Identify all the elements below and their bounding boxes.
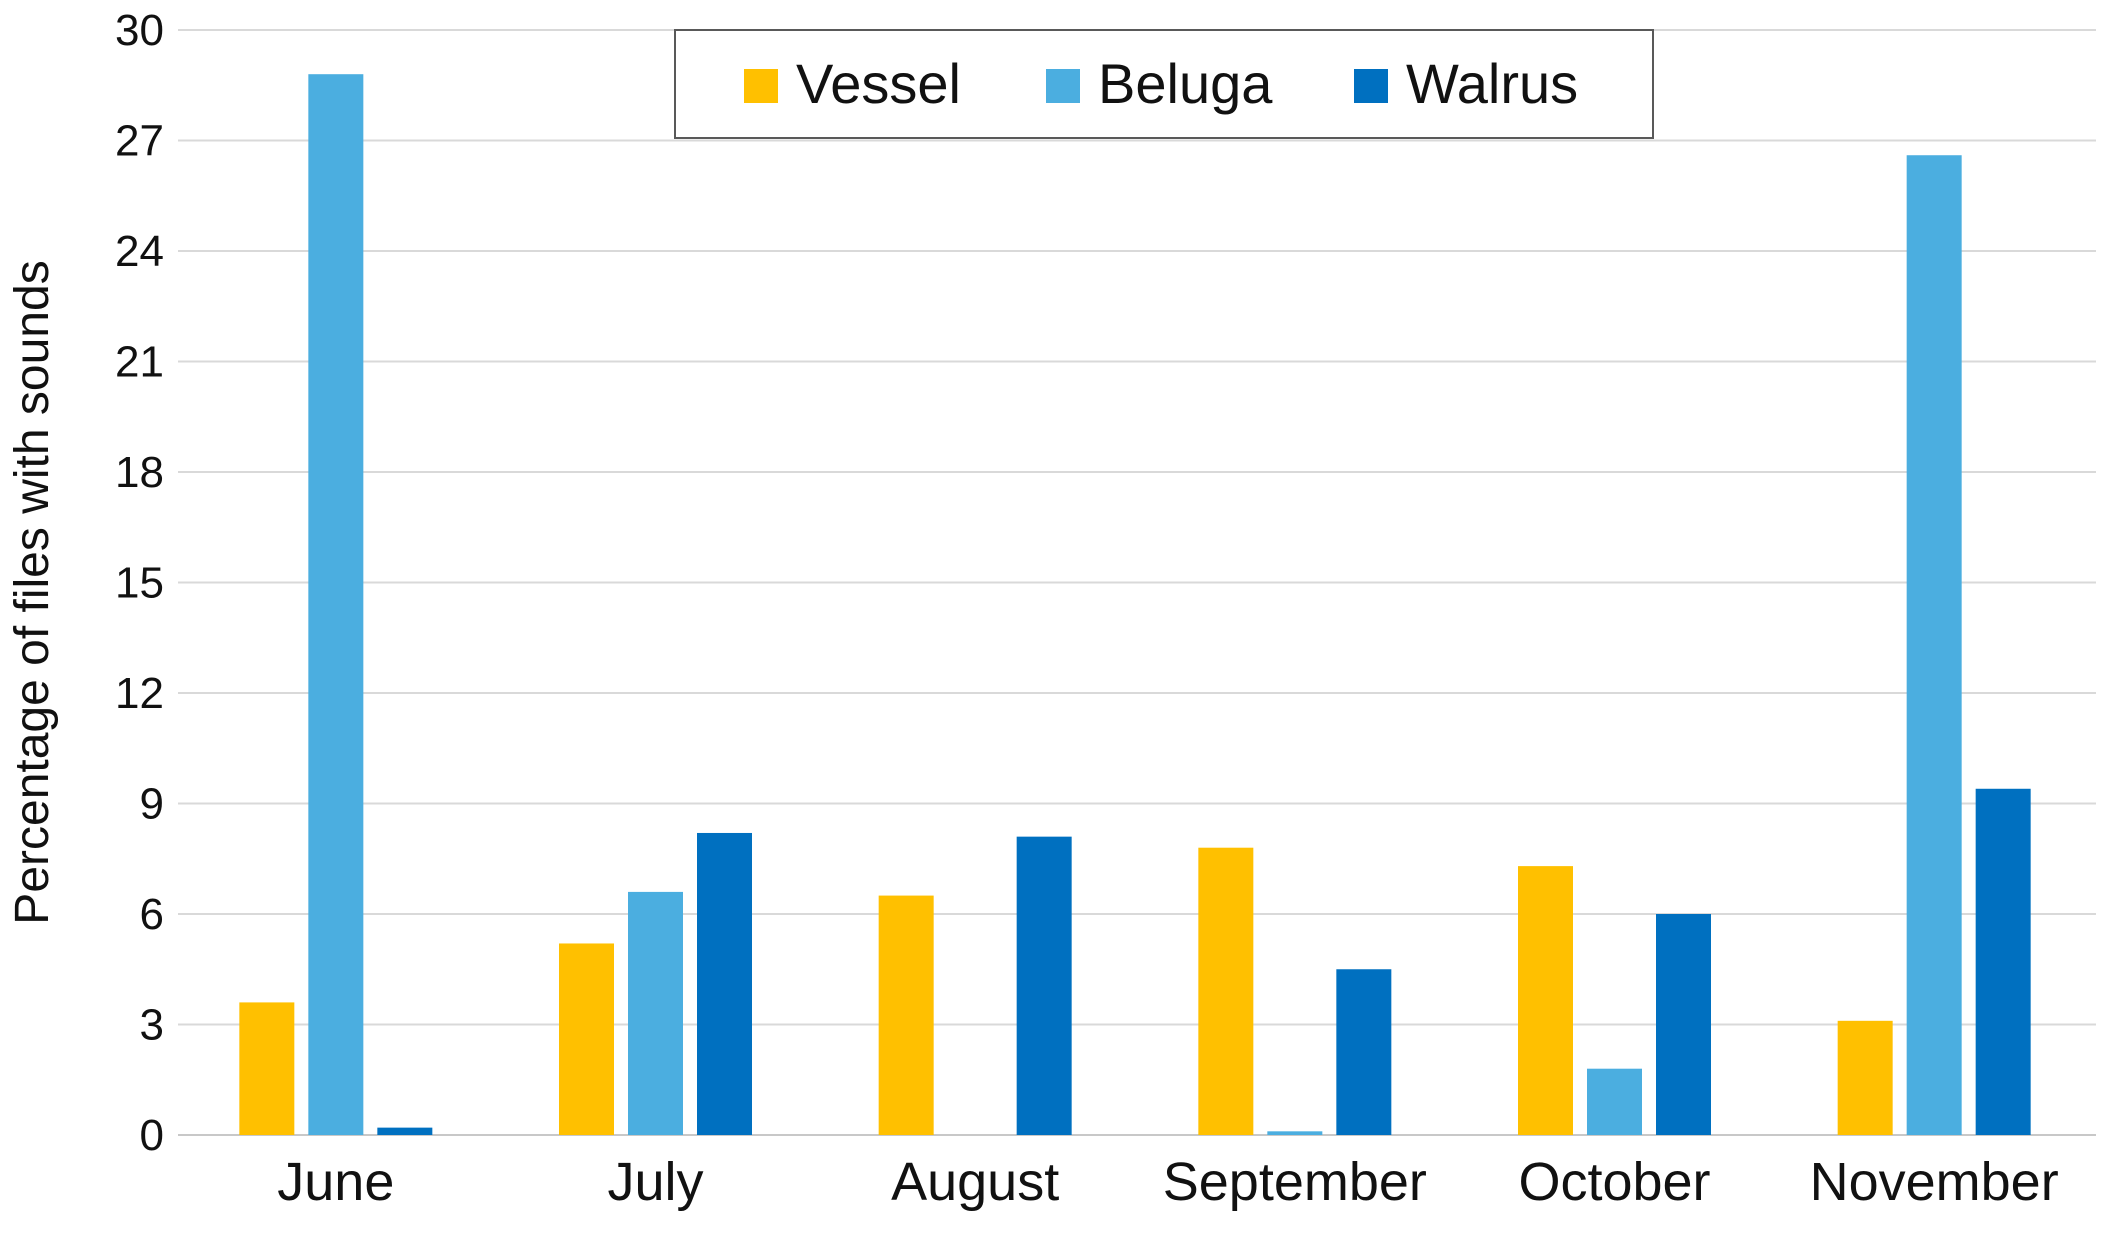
bar-walrus-october bbox=[1656, 914, 1711, 1135]
legend: Vessel Beluga Walrus bbox=[674, 29, 1654, 139]
x-category-label: June bbox=[277, 1152, 394, 1212]
legend-label-vessel: Vessel bbox=[796, 52, 961, 115]
legend-box bbox=[674, 29, 1654, 139]
bars bbox=[239, 74, 2031, 1136]
y-tick-label: 9 bbox=[140, 780, 164, 829]
legend-label-walrus: Walrus bbox=[1406, 52, 1578, 115]
x-category-label: November bbox=[1810, 1152, 2059, 1212]
y-tick-label: 30 bbox=[115, 6, 164, 55]
bar-vessel-november bbox=[1837, 1020, 1893, 1135]
bar-walrus-november bbox=[1975, 788, 2031, 1135]
y-tick-label: 24 bbox=[115, 227, 164, 276]
bar-vessel-october bbox=[1518, 866, 1573, 1135]
x-category-label: September bbox=[1163, 1152, 1427, 1212]
legend-swatch-walrus bbox=[1354, 69, 1388, 103]
bar-vessel-july bbox=[559, 943, 614, 1135]
x-category-label: October bbox=[1518, 1152, 1710, 1212]
bar-beluga-november bbox=[1906, 155, 1962, 1135]
bar-walrus-september bbox=[1336, 969, 1392, 1135]
bar-walrus-august bbox=[1016, 836, 1072, 1135]
y-tick-label: 27 bbox=[115, 117, 164, 166]
bar-beluga-october bbox=[1587, 1068, 1642, 1135]
y-axis-title: Percentage of files with sounds bbox=[6, 260, 59, 924]
bar-vessel-september bbox=[1198, 847, 1254, 1135]
bar-beluga-september bbox=[1267, 1131, 1323, 1135]
bar-walrus-july bbox=[697, 832, 752, 1135]
y-tick-label: 18 bbox=[115, 448, 164, 497]
y-tick-label: 6 bbox=[140, 890, 164, 939]
y-tick-label: 15 bbox=[115, 559, 164, 608]
bar-vessel-june bbox=[239, 1002, 295, 1135]
x-category-label: August bbox=[891, 1152, 1059, 1212]
gridlines bbox=[178, 29, 2096, 1136]
y-tick-label: 3 bbox=[140, 1001, 164, 1050]
bar-walrus-june bbox=[377, 1127, 433, 1135]
y-tick-label: 12 bbox=[115, 669, 164, 718]
legend-swatch-vessel bbox=[744, 69, 778, 103]
y-axis-ticks: 0 3 6 9 12 15 18 21 24 27 30 bbox=[115, 6, 164, 1160]
x-axis-categories: June July August September October November bbox=[277, 1152, 2058, 1212]
bar-beluga-july bbox=[628, 891, 683, 1135]
legend-swatch-beluga bbox=[1046, 69, 1080, 103]
y-tick-label: 0 bbox=[140, 1111, 164, 1160]
x-category-label: July bbox=[607, 1152, 703, 1212]
bar-vessel-august bbox=[878, 895, 934, 1135]
bar-beluga-june bbox=[308, 74, 364, 1136]
y-tick-label: 21 bbox=[115, 338, 164, 387]
legend-label-beluga: Beluga bbox=[1098, 52, 1273, 115]
